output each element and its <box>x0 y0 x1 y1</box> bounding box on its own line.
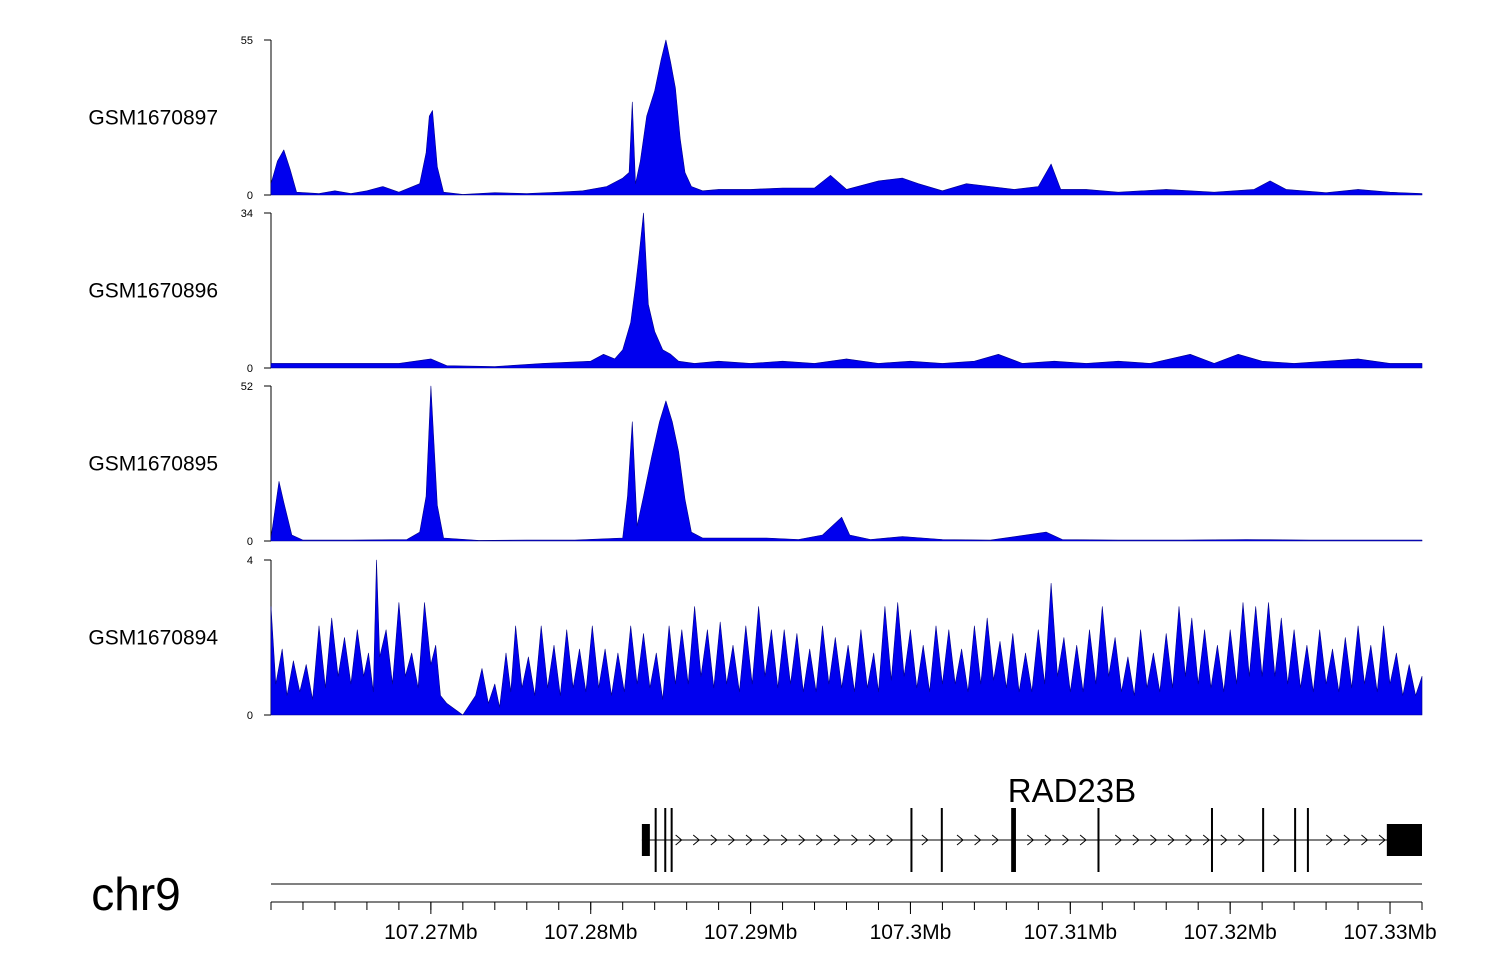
strand-chevron <box>1361 834 1369 846</box>
strand-chevron <box>956 834 964 846</box>
strand-chevron <box>1202 834 1210 846</box>
track-label: GSM1670894 <box>88 627 218 650</box>
strand-chevron <box>868 834 876 846</box>
exon <box>1262 808 1265 872</box>
exon <box>670 808 673 872</box>
strand-chevron <box>1343 834 1351 846</box>
y-tick-label: 55 <box>241 35 253 47</box>
strand-chevron <box>1167 834 1175 846</box>
strand-chevron <box>974 834 982 846</box>
gene-name-label: RAD23B <box>1008 772 1136 809</box>
strand-chevron <box>1044 834 1052 846</box>
strand-chevron <box>1062 834 1070 846</box>
strand-chevron <box>886 834 894 846</box>
x-tick-label: 107.28Mb <box>544 921 637 944</box>
strand-chevron <box>1273 834 1281 846</box>
strand-chevron <box>1238 834 1246 846</box>
exon <box>910 808 913 872</box>
track-label: GSM1670895 <box>88 453 218 476</box>
exon <box>664 808 667 872</box>
track-gsm1670897: GSM1670897 55 0 <box>88 35 1423 202</box>
strand-chevron <box>816 834 824 846</box>
track-gsm1670896: GSM1670896 34 0 <box>88 208 1423 375</box>
signal-area <box>270 212 1423 369</box>
strand-chevron <box>1378 834 1386 846</box>
exon <box>1210 808 1213 872</box>
strand-chevron <box>1185 834 1193 846</box>
exon <box>1011 808 1016 872</box>
strand-chevron <box>728 834 736 846</box>
strand-chevron <box>1220 834 1228 846</box>
x-tick-label: 107.31Mb <box>1024 921 1117 944</box>
y-tick-label: 34 <box>241 208 253 220</box>
exon <box>1294 808 1297 872</box>
strand-chevron <box>1027 834 1035 846</box>
exon <box>641 824 650 856</box>
y-tick-label: 0 <box>247 710 253 722</box>
x-tick-label: 107.3Mb <box>870 921 952 944</box>
y-tick-label: 0 <box>247 363 253 375</box>
exon <box>940 808 943 872</box>
strand-chevron <box>1325 834 1334 846</box>
track-gsm1670894: GSM1670894 4 0 <box>88 555 1423 722</box>
y-tick-label: 0 <box>247 190 253 202</box>
track-label: GSM1670896 <box>88 280 218 303</box>
strand-chevron <box>833 834 841 846</box>
track-gsm1670895: GSM1670895 52 0 <box>88 381 1423 548</box>
x-tick-label: 107.33Mb <box>1343 921 1436 944</box>
exon <box>1306 808 1309 872</box>
y-tick-label: 52 <box>241 381 253 393</box>
genome-axis: chr9 107.27Mb 107.28Mb 107.29Mb 107.3Mb 107.… <box>91 868 1436 944</box>
exon <box>1386 824 1422 856</box>
strand-chevron <box>763 834 771 846</box>
chromosome-label: chr9 <box>91 868 180 920</box>
signal-tracks: GSM1670897550GSM1670896340GSM1670895520G… <box>88 35 1423 722</box>
strand-chevron <box>991 834 999 846</box>
strand-chevron <box>1079 834 1087 846</box>
y-tick-label: 4 <box>247 555 253 567</box>
exon <box>1097 808 1100 872</box>
exon <box>654 808 657 872</box>
strand-chevron <box>1114 834 1123 846</box>
strand-chevron <box>798 834 806 846</box>
x-tick-label: 107.27Mb <box>384 921 477 944</box>
x-tick-label: 107.29Mb <box>704 921 797 944</box>
strand-chevron <box>675 834 683 846</box>
track-label: GSM1670897 <box>88 107 218 130</box>
y-tick-label: 0 <box>247 536 253 548</box>
strand-chevron <box>692 834 701 846</box>
signal-area <box>270 39 1423 196</box>
signal-area <box>270 559 1423 716</box>
signal-area <box>270 385 1423 542</box>
x-tick-label: 107.32Mb <box>1183 921 1276 944</box>
strand-chevron <box>710 834 718 846</box>
strand-chevron <box>780 834 788 846</box>
strand-chevron <box>851 834 859 846</box>
gene-track: RAD23B <box>641 772 1422 872</box>
strand-chevron <box>745 834 753 846</box>
strand-chevron <box>1150 834 1158 846</box>
strand-chevron <box>1132 834 1140 846</box>
strand-chevron <box>921 834 929 846</box>
